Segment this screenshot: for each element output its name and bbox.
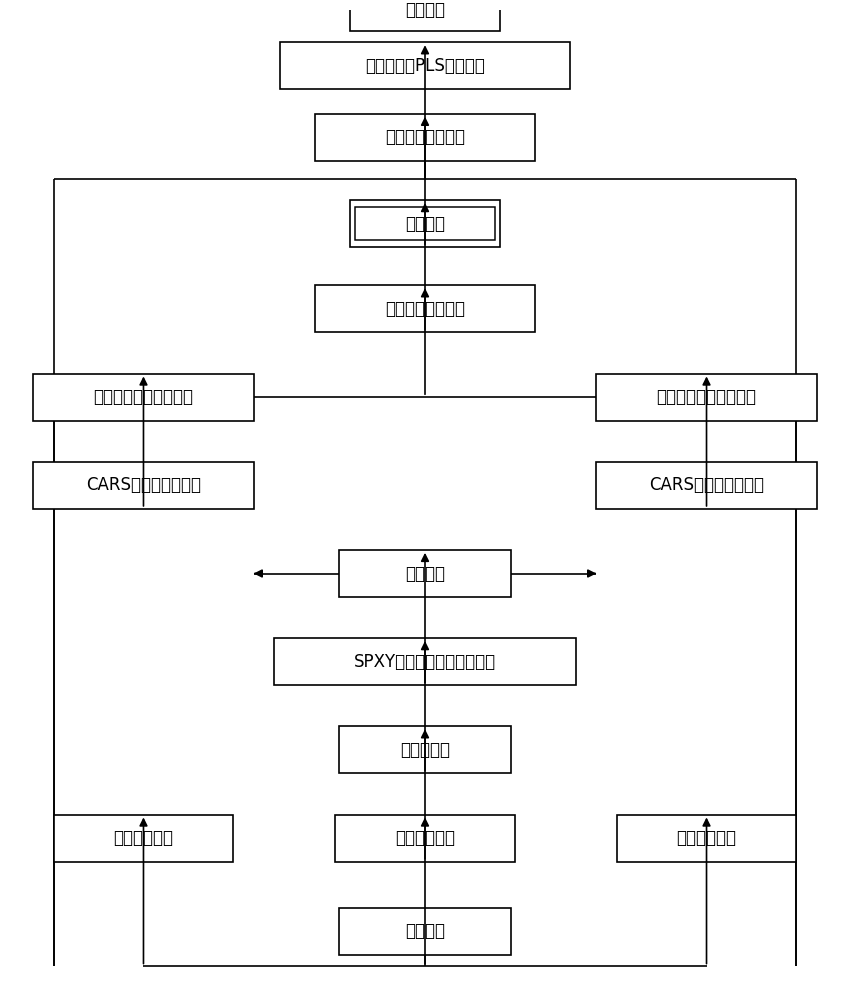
Text: 选取样本: 选取样本 [405, 922, 445, 940]
Bar [280, 42, 570, 89]
Text: 光谱矩阵: 光谱矩阵 [405, 564, 445, 582]
Text: 波长优选: 波长优选 [405, 215, 445, 233]
Bar [314, 114, 536, 161]
Text: 测量酸度数据: 测量酸度数据 [677, 829, 736, 847]
Bar [597, 462, 817, 509]
Bar [597, 374, 817, 421]
Text: CARS法选取波长变量: CARS法选取波长变量 [649, 476, 764, 494]
Bar [54, 815, 233, 862]
Bar [33, 374, 253, 421]
Text: 建立糖酸度PLS预测模型: 建立糖酸度PLS预测模型 [365, 57, 485, 75]
Text: SPXY法划分校正集和预测集: SPXY法划分校正集和预测集 [354, 653, 496, 671]
Text: 模型评价: 模型评价 [405, 1, 445, 19]
Text: 采集光谱数据: 采集光谱数据 [395, 829, 455, 847]
Bar [335, 815, 515, 862]
Bar [355, 207, 495, 240]
Text: 测量糖度数据: 测量糖度数据 [114, 829, 173, 847]
Text: CARS法选取波长变量: CARS法选取波长变量 [86, 476, 201, 494]
Text: 酸度特征波长数据矩阵: 酸度特征波长数据矩阵 [656, 388, 756, 406]
Bar [274, 638, 576, 685]
Bar [617, 815, 796, 862]
Bar [339, 908, 511, 955]
Bar [349, 200, 501, 247]
Bar [33, 462, 253, 509]
Bar [349, 0, 501, 31]
Bar [339, 726, 511, 773]
Text: 光谱预处理: 光谱预处理 [400, 741, 450, 759]
Bar [314, 285, 536, 332]
Text: 糖度特征波长数据矩阵: 糖度特征波长数据矩阵 [94, 388, 194, 406]
Bar [339, 550, 511, 597]
Text: 优选波长数据矩阵: 优选波长数据矩阵 [385, 128, 465, 146]
Text: 建模波长数据矩阵: 建模波长数据矩阵 [385, 300, 465, 318]
